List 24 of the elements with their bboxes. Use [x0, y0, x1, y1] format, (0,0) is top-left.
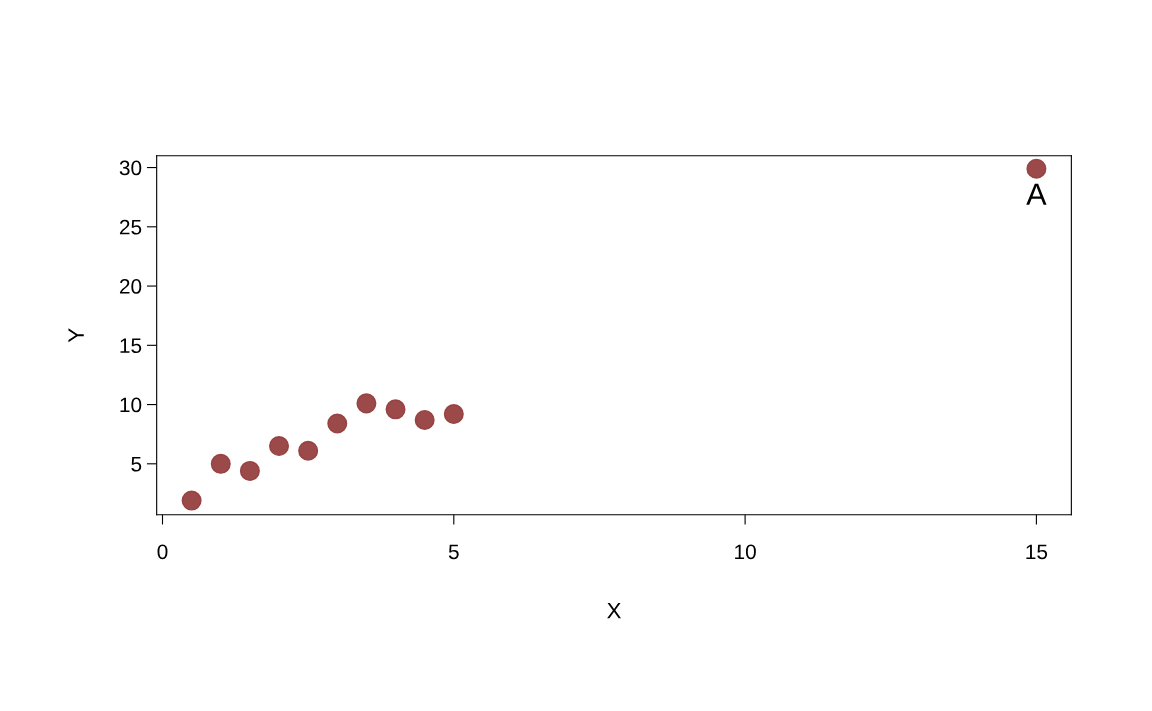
point: [327, 413, 348, 434]
x-tick-label: 0: [157, 544, 168, 560]
point: [1026, 158, 1047, 179]
point: [181, 490, 202, 511]
point: [269, 436, 290, 457]
y-tick-label: 30: [119, 160, 142, 176]
point: [385, 399, 406, 420]
y-tick-label: 5: [131, 457, 142, 472]
y-tick-label: 10: [120, 397, 142, 413]
point: [443, 404, 464, 425]
y-tick-label: 25: [119, 219, 142, 235]
x-axis-title: X: [607, 603, 621, 619]
annotation: A: [1026, 183, 1047, 205]
x-tick-label: 10: [735, 544, 756, 560]
y-tick-label: 20: [119, 279, 142, 294]
point: [239, 460, 260, 481]
x-tick-label: 15: [1026, 544, 1048, 560]
y-tick-label: 15: [120, 338, 142, 354]
point: [298, 440, 319, 461]
point: [414, 409, 435, 430]
point: [210, 453, 231, 474]
point: [356, 393, 377, 414]
x-tick-label: 5: [448, 544, 459, 560]
y-axis-title: Y: [68, 328, 84, 343]
